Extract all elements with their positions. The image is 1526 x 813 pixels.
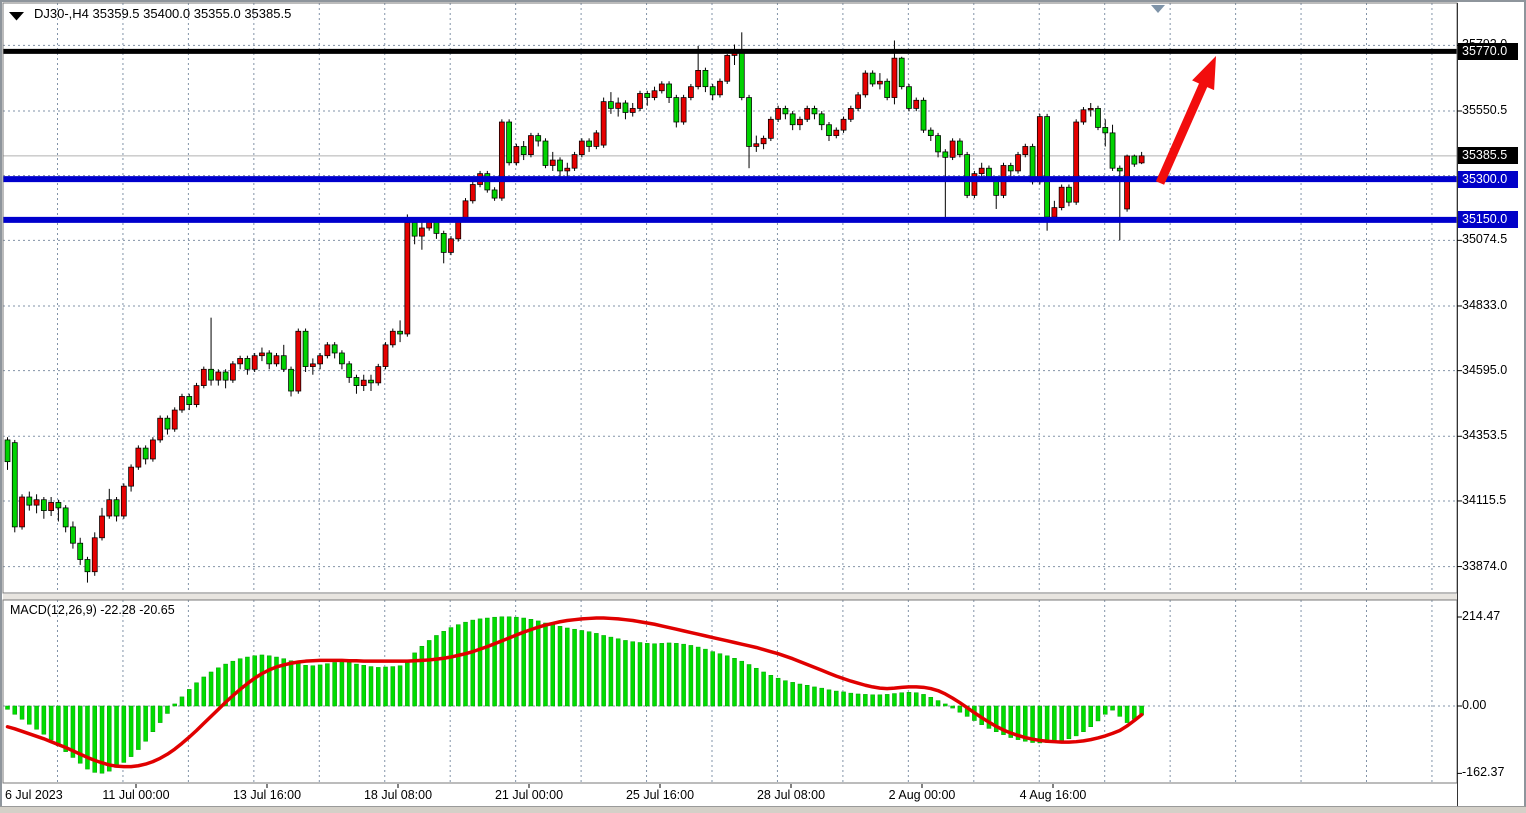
time-label-4-Aug-16-00: 4 Aug 16:00 xyxy=(1019,788,1087,802)
price-badge-35150.0: 35150.0 xyxy=(1458,211,1518,229)
time-label-11-Jul-00-00: 11 Jul 00:00 xyxy=(102,788,170,802)
macd-signal-line xyxy=(5,616,1144,769)
window-bottom-edge xyxy=(0,806,1526,813)
price-tick-35550.5: 35550.5 xyxy=(1462,103,1508,117)
price-tick-34353.5: 34353.5 xyxy=(1462,428,1508,443)
time-label-25-Jul-16-00: 25 Jul 16:00 xyxy=(625,788,695,802)
price-tick-33874.0: 33874.0 xyxy=(1462,558,1508,573)
symbol-dropdown-icon[interactable] xyxy=(9,12,24,21)
candlestick-series xyxy=(4,32,1145,583)
bullish-projection-arrow[interactable] xyxy=(1155,56,1216,185)
macd-histogram xyxy=(5,616,1144,774)
price-badge-35385.5: 35385.5 xyxy=(1458,147,1518,165)
time-label-6-Jul-2023: 6 Jul 2023 xyxy=(5,788,63,802)
time-label-13-Jul-16-00: 13 Jul 16:00 xyxy=(232,788,302,802)
macd-tick--162.37: -162.37 xyxy=(1462,765,1505,780)
time-label-28-Jul-08-00: 28 Jul 08:00 xyxy=(756,788,826,802)
time-label-2-Aug-00-00: 2 Aug 00:00 xyxy=(888,788,956,802)
price-tick-34833.0: 34833.0 xyxy=(1462,297,1508,312)
price-tick-34115.5: 34115.5 xyxy=(1462,492,1507,507)
macd-indicator-label: MACD(12,26,9) -22.28 -20.65 xyxy=(10,603,175,617)
price-tick-35074.5: 35074.5 xyxy=(1462,232,1508,247)
time-label-21-Jul-00-00: 21 Jul 00:00 xyxy=(494,788,564,802)
price-tick-34595.0: 34595.0 xyxy=(1462,362,1508,377)
scroll-position-marker[interactable] xyxy=(1151,5,1165,13)
price-badge-35300.0: 35300.0 xyxy=(1458,170,1518,188)
time-label-18-Jul-08-00: 18 Jul 08:00 xyxy=(363,788,433,802)
symbol-title: DJ30-,H4 35359.5 35400.0 35355.0 35385.5 xyxy=(34,6,292,21)
macd-tick-0.00: 0.00 xyxy=(1462,698,1487,712)
macd-tick-214.47: 214.47 xyxy=(1462,608,1501,623)
price-badge-35770.0: 35770.0 xyxy=(1458,42,1518,60)
